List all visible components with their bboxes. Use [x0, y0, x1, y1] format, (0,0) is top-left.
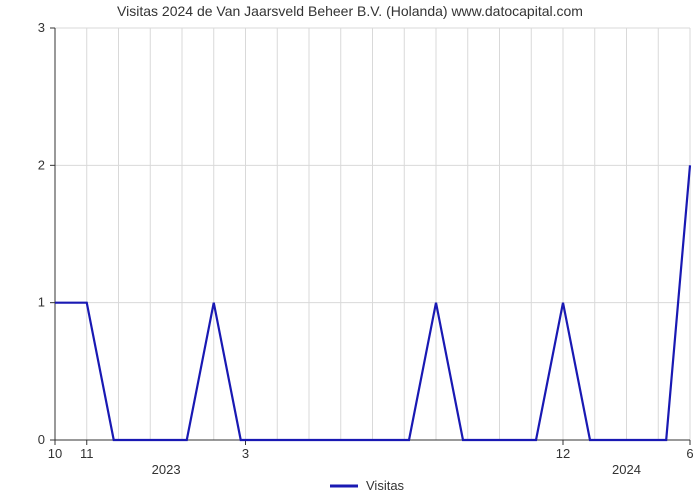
- x-tick-label: 6: [686, 446, 693, 461]
- y-tick-label: 1: [38, 295, 45, 310]
- x-tick-label: 10: [48, 446, 62, 461]
- x-group-label: 2024: [612, 462, 641, 477]
- chart-title: Visitas 2024 de Van Jaarsveld Beheer B.V…: [117, 3, 583, 19]
- x-tick-label: 12: [556, 446, 570, 461]
- x-tick-label: 3: [242, 446, 249, 461]
- y-tick-label: 2: [38, 157, 45, 172]
- y-tick-label: 3: [38, 20, 45, 35]
- y-tick-label: 0: [38, 432, 45, 447]
- visits-chart: Visitas 2024 de Van Jaarsveld Beheer B.V…: [0, 0, 700, 500]
- legend-label: Visitas: [366, 478, 405, 493]
- x-tick-label: 11: [80, 446, 94, 461]
- chart-svg: Visitas 2024 de Van Jaarsveld Beheer B.V…: [0, 0, 700, 500]
- x-group-label: 2023: [152, 462, 181, 477]
